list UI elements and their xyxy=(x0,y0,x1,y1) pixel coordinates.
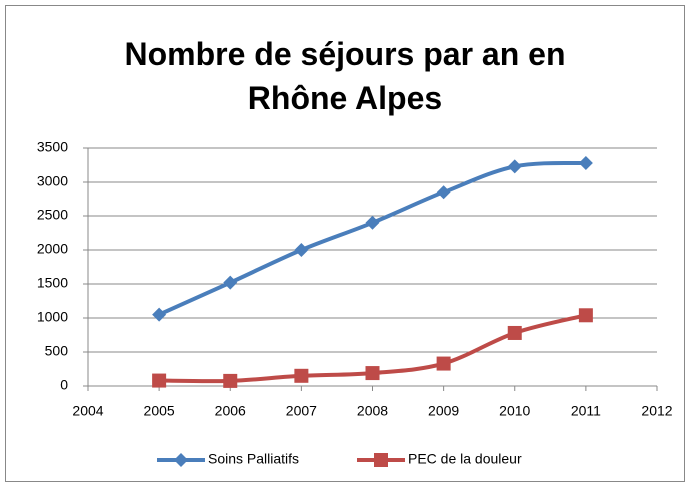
data-point xyxy=(294,243,309,257)
x-tick-label: 2006 xyxy=(215,403,246,419)
x-tick-label: 2009 xyxy=(428,403,459,419)
y-tick-label: 500 xyxy=(45,343,69,359)
y-tick-label: 1500 xyxy=(37,275,68,291)
chart-title: Nombre de séjours par an en Rhône Alpes xyxy=(124,36,566,116)
x-tick-label: 2007 xyxy=(286,403,317,419)
data-point xyxy=(365,215,380,230)
data-point xyxy=(294,368,309,383)
data-point xyxy=(152,307,167,322)
data-point xyxy=(578,155,593,170)
y-tick-label: 2000 xyxy=(37,241,68,257)
x-tick-label: 2005 xyxy=(144,403,175,419)
data-point xyxy=(507,159,522,174)
data-point xyxy=(507,325,522,340)
data-point xyxy=(436,356,451,371)
data-point xyxy=(223,275,238,290)
x-tick-label: 2008 xyxy=(357,403,388,419)
x-tick-label: 2011 xyxy=(571,403,601,419)
data-point xyxy=(436,185,451,200)
legend-label: PEC de la douleur xyxy=(408,451,522,467)
y-tick-label: 2500 xyxy=(37,207,68,223)
legend-label: Soins Palliatifs xyxy=(208,451,299,467)
y-tick-label: 0 xyxy=(60,377,68,393)
x-tick-label: 2012 xyxy=(641,403,672,419)
data-point xyxy=(578,308,593,323)
data-point xyxy=(365,366,380,381)
data-point xyxy=(223,373,238,388)
x-tick-label: 2004 xyxy=(72,403,103,419)
y-tick-label: 1000 xyxy=(37,309,68,325)
legend-marker xyxy=(174,453,188,467)
chart-border xyxy=(5,5,685,482)
y-tick-label: 3500 xyxy=(37,139,68,155)
x-tick-label: 2010 xyxy=(499,403,530,419)
y-tick-label: 3000 xyxy=(37,173,68,189)
legend-marker xyxy=(374,453,388,467)
data-point xyxy=(152,373,167,388)
